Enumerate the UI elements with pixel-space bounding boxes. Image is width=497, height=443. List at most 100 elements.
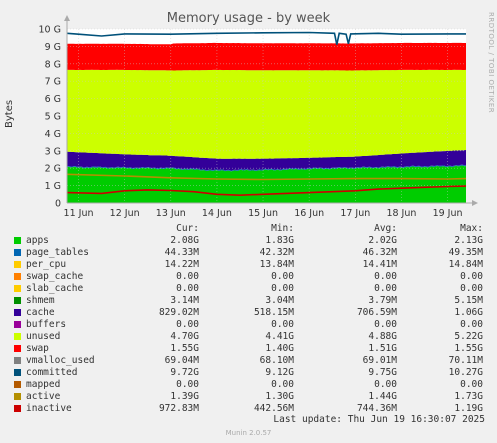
legend-avg-value: 744.36M [356,403,397,414]
legend-avg-value: 0.00 [374,319,397,330]
x-tick-label: 18 Jun [386,208,416,219]
x-tick-label: 15 Jun [248,208,278,219]
munin-version: Munin 2.0.57 [225,429,272,437]
y-tick-label: 6 G [45,94,61,105]
legend-avg-value: 706.59M [356,307,397,318]
legend-row-swap_cache: swap_cache 0.00 0.00 0.00 0.00 [14,271,494,283]
legend-avg-value: 0.00 [374,379,397,390]
x-tick-label: 11 Jun [64,208,94,219]
area-page_tables [67,164,466,172]
legend-avg-value: 9.75G [368,367,397,378]
line-committed [66,31,466,45]
legend-name: swap [26,343,49,354]
legend-swatch [14,237,21,244]
legend-min-value: 13.84M [259,259,294,270]
legend-max-value: 1.06G [454,307,483,318]
x-axis-arrow [472,200,478,206]
legend-swatch [14,273,21,280]
legend-avg-value: 14.41M [362,259,397,270]
y-tick-label: 0 [55,199,61,210]
legend-avg-value: 2.02G [368,235,397,246]
legend-avg-value: 0.00 [374,271,397,282]
legend-min-value: 1.40G [265,343,294,354]
legend-swatch [14,297,21,304]
legend-max-value: 10.27G [448,367,483,378]
last-update: Last update: Thu Jun 19 16:30:07 2025 [273,414,485,425]
legend-cur-value: 14.22M [164,259,199,270]
y-tick-label: 10 G [39,25,61,36]
legend-cur-value: 972.83M [158,403,199,414]
x-tick-label: 14 Jun [202,208,232,219]
legend-row-slab_cache: slab_cache 0.00 0.00 0.00 0.00 [14,283,494,295]
legend-min-value: 4.41G [265,331,294,342]
legend-max-value: 5.22G [454,331,483,342]
y-tick-label: 1 G [45,181,61,192]
legend-swatch [14,357,21,364]
legend-max-value: 2.13G [454,235,483,246]
legend-cur-value: 4.70G [170,331,199,342]
legend-row-apps: apps 2.08G 1.83G 2.02G 2.13G [14,235,494,247]
header-cur: Cur: [176,223,199,234]
legend-swatch [14,285,21,292]
legend-row-page_tables: page_tables 44.33M 42.32M 46.32M 49.35M [14,247,494,259]
legend-name: page_tables [26,247,89,258]
y-tick-label: 7 G [45,77,61,88]
rrdtool-credit: RRDTOOL / TOBI OETIKER [487,12,495,114]
y-tick-label: 8 G [45,59,61,70]
header-min: Min: [271,223,294,234]
legend-max-value: 70.11M [448,355,483,366]
area-unused [67,69,466,159]
legend-swatch [14,345,21,352]
legend-cur-value: 1.55G [170,343,199,354]
legend-swatch [14,393,21,400]
legend-avg-value: 0.00 [374,283,397,294]
legend-max-value: 0.00 [460,283,483,294]
y-tick-label: 2 G [45,164,61,175]
line-inactive [66,185,467,197]
legend-avg-value: 69.01M [362,355,397,366]
legend-row-cache: cache 829.02M 518.15M 706.59M 1.06G [14,307,494,319]
x-tick-label: 17 Jun [340,208,370,219]
x-tick-label: 16 Jun [294,208,324,219]
legend-cur-value: 3.14M [170,295,199,306]
memory-chart: 0 1 G 2 G 3 G 4 G 5 G 6 G 7 G 8 G 9 G 10 G 11 Jun 12… [39,15,478,219]
legend-row-per_cpu: per_cpu 14.22M 13.84M 14.41M 14.84M [14,259,494,271]
legend-avg-value: 3.79M [368,295,397,306]
legend-name: swap_cache [26,271,84,282]
legend-avg-value: 46.32M [362,247,397,258]
legend-min-value: 0.00 [271,271,294,282]
legend-name: per_cpu [26,259,67,270]
legend-cur-value: 69.04M [164,355,199,366]
legend-swatch [14,333,21,340]
legend-min-value: 0.00 [271,379,294,390]
x-tick-label: 13 Jun [156,208,186,219]
legend-max-value: 49.35M [448,247,483,258]
legend-name: buffers [26,319,67,330]
legend-min-value: 1.83G [265,235,294,246]
legend-row-buffers: buffers 0.00 0.00 0.00 0.00 [14,319,494,331]
legend-max-value: 0.00 [460,319,483,330]
legend-min-value: 0.00 [271,283,294,294]
legend-header: Cur: Min: Avg: Max: [14,223,494,235]
legend-min-value: 518.15M [253,307,294,318]
legend-min-value: 1.30G [265,391,294,402]
legend-avg-value: 1.51G [368,343,397,354]
legend-cur-value: 44.33M [164,247,199,258]
legend-max-value: 1.73G [454,391,483,402]
area-swap [67,42,466,71]
legend-avg-value: 4.88G [368,331,397,342]
legend-row-inactive: inactive 972.83M 442.56M 744.36M 1.19G [14,403,494,415]
legend-cur-value: 9.72G [170,367,199,378]
chart-title: Memory usage - by week [166,11,331,26]
legend-swatch [14,369,21,376]
header-avg: Avg: [374,223,397,234]
legend-max-value: 1.55G [454,343,483,354]
legend-min-value: 0.00 [271,319,294,330]
legend-name: committed [26,367,78,378]
line-active [66,173,467,181]
legend-row-vmalloc_used: vmalloc_used 69.04M 68.10M 69.01M 70.11M [14,355,494,367]
legend-name: mapped [26,379,61,390]
legend-cur-value: 0.00 [176,271,199,282]
x-tick-label: 12 Jun [110,208,140,219]
legend-swatch [14,261,21,268]
